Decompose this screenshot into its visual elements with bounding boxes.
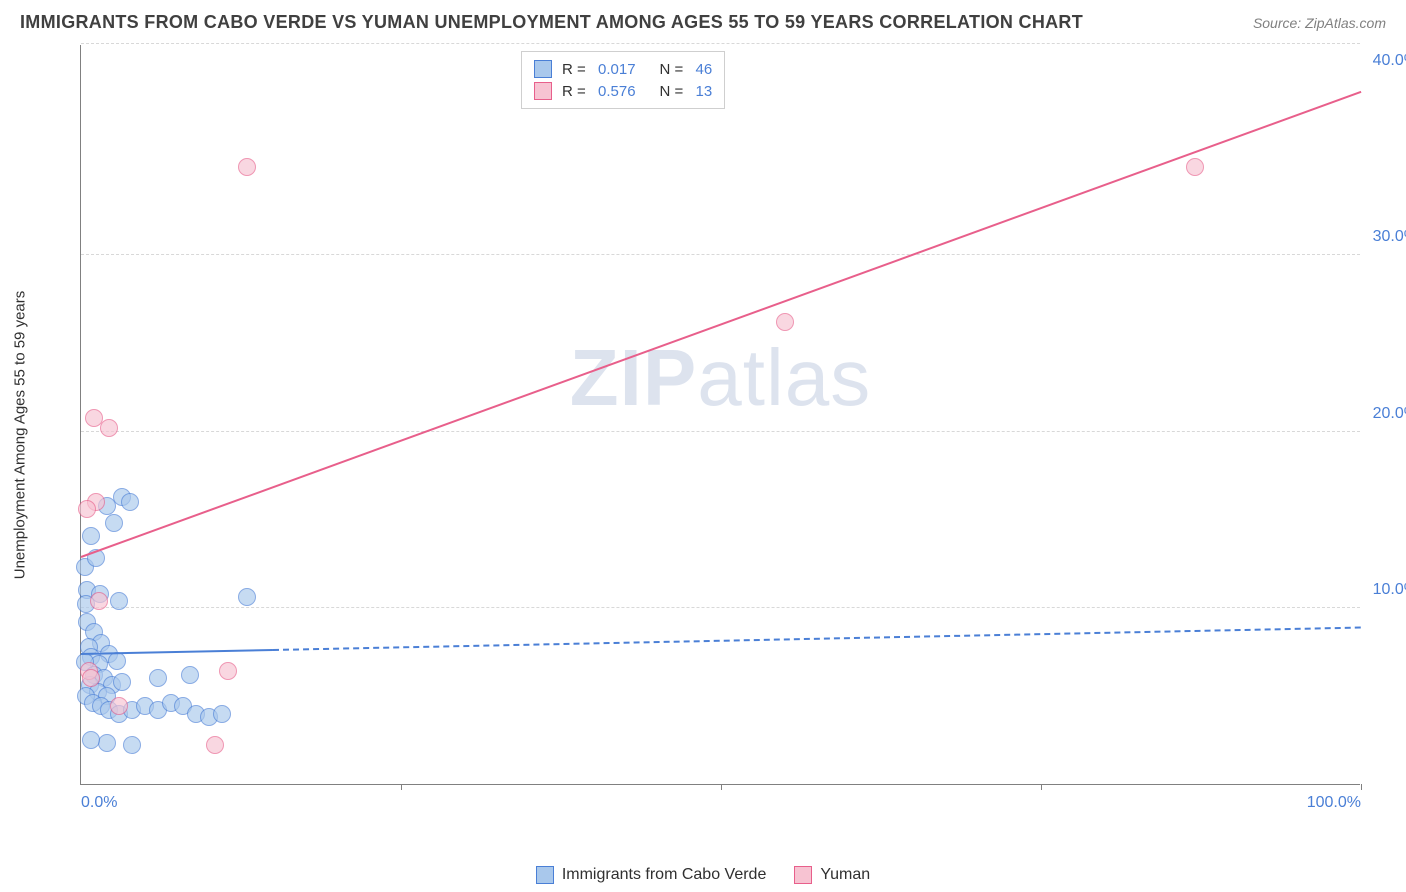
x-tick-label: 0.0% <box>81 794 117 812</box>
data-point <box>105 514 123 532</box>
data-point <box>78 500 96 518</box>
legend-stat-row: R = 0.017 N = 46 <box>534 58 712 80</box>
legend-r-value: 0.576 <box>598 83 636 100</box>
data-point <box>149 669 167 687</box>
legend-bottom: Immigrants from Cabo Verde Yuman <box>0 866 1406 884</box>
legend-r-label: R = <box>562 83 588 100</box>
legend-stat-row: R = 0.576 N = 13 <box>534 80 712 102</box>
grid-line <box>81 43 1360 44</box>
y-tick-label: 40.0% <box>1373 52 1406 70</box>
legend-swatch <box>536 866 554 884</box>
grid-line <box>81 607 1360 608</box>
data-point <box>1186 158 1204 176</box>
data-point <box>82 669 100 687</box>
y-tick-label: 20.0% <box>1373 405 1406 423</box>
legend-swatch <box>534 82 552 100</box>
data-point <box>90 592 108 610</box>
legend-item: Yuman <box>794 866 870 884</box>
watermark-bold: ZIP <box>570 333 697 422</box>
chart-container: Unemployment Among Ages 55 to 59 years Z… <box>60 45 1370 825</box>
data-point <box>82 527 100 545</box>
x-tick-mark <box>1361 784 1362 790</box>
data-point <box>110 592 128 610</box>
legend-stats: R = 0.017 N = 46 R = 0.576 N = 13 <box>521 51 725 109</box>
legend-series-name: Yuman <box>820 866 870 884</box>
data-point <box>82 731 100 749</box>
legend-series-name: Immigrants from Cabo Verde <box>562 866 767 884</box>
data-point <box>98 734 116 752</box>
data-point <box>238 158 256 176</box>
legend-n-label: N = <box>660 61 686 78</box>
data-point <box>181 666 199 684</box>
chart-title: IMMIGRANTS FROM CABO VERDE VS YUMAN UNEM… <box>20 12 1083 33</box>
watermark-thin: atlas <box>697 333 871 422</box>
y-axis-label: Unemployment Among Ages 55 to 59 years <box>12 291 29 580</box>
data-point <box>113 673 131 691</box>
legend-swatch <box>794 866 812 884</box>
grid-line <box>81 254 1360 255</box>
data-point <box>238 588 256 606</box>
source-label: Source: ZipAtlas.com <box>1253 15 1386 31</box>
x-tick-mark <box>1041 784 1042 790</box>
data-point <box>219 662 237 680</box>
x-tick-mark <box>721 784 722 790</box>
x-tick-mark <box>401 784 402 790</box>
legend-r-label: R = <box>562 61 588 78</box>
x-tick-label: 100.0% <box>1307 794 1361 812</box>
legend-n-label: N = <box>660 83 686 100</box>
plot-area: ZIPatlas R =0.017N =46R =0.576N =13 10.0… <box>80 45 1360 785</box>
legend-r-value: 0.017 <box>598 61 636 78</box>
data-point <box>206 736 224 754</box>
watermark: ZIPatlas <box>570 332 871 424</box>
data-point <box>776 313 794 331</box>
legend-item: Immigrants from Cabo Verde <box>536 866 767 884</box>
y-tick-label: 30.0% <box>1373 228 1406 246</box>
data-point <box>123 736 141 754</box>
y-tick-label: 10.0% <box>1373 581 1406 599</box>
legend-n-value: 13 <box>696 83 713 100</box>
data-point <box>213 705 231 723</box>
data-point <box>110 697 128 715</box>
trend-line <box>273 627 1361 651</box>
grid-line <box>81 431 1360 432</box>
legend-swatch <box>534 60 552 78</box>
trend-line <box>81 91 1362 558</box>
legend-n-value: 46 <box>696 61 713 78</box>
data-point <box>121 493 139 511</box>
data-point <box>100 419 118 437</box>
